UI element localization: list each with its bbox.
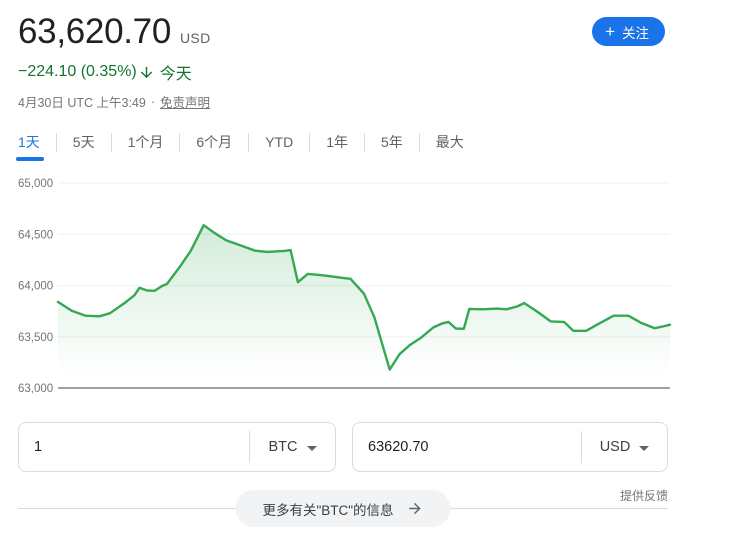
chevron-down-icon [306,445,317,451]
tab-5y[interactable]: 5年 [365,130,419,154]
price-area-fill [58,225,670,388]
tab-6m[interactable]: 6个月 [180,130,248,154]
price-chart-area: 65,000 64,500 64,000 63,500 63,000 [0,170,736,402]
converter-to-box: USD [352,422,668,472]
tab-label: 5年 [380,134,403,150]
from-unit-select[interactable]: BTC [250,423,335,471]
tab-divider [55,132,57,152]
y-axis-tick-label: 64,000 [18,281,53,293]
converter-from-box: BTC [18,422,336,472]
tab-label: 1个月 [127,134,164,150]
tab-ytd[interactable]: YTD [249,130,309,154]
plus-icon: + [605,21,615,41]
y-axis-tick-label: 63,500 [18,332,53,344]
tab-divider [363,132,365,152]
tab-1d[interactable]: 1天 [16,130,56,161]
price-currency: USD [180,30,211,46]
tab-1m[interactable]: 1个月 [112,130,180,154]
follow-button-label: 关注 [622,25,649,41]
y-axis-tick-label: 64,500 [18,229,53,241]
arrow-down-icon [140,66,152,78]
tab-divider [309,132,311,152]
timestamp-row: 4月30日 UTC 上午3:49 · 免责声明 [18,92,210,111]
more-info-button[interactable]: 更多有关"BTC"的信息 [235,490,451,527]
change-period-label: 今天 [159,66,192,83]
price-header: 63,620.70 USD [18,10,210,54]
tab-label: 1年 [326,134,348,150]
more-info-label: 更多有关"BTC"的信息 [262,502,394,518]
y-axis-tick-label: 63,000 [18,383,53,395]
tab-divider [418,132,420,152]
chevron-down-icon [639,445,650,451]
arrow-forward-icon [409,502,421,515]
time-range-tabs: 1天 5天 1个月 6个月 YTD 1年 5年 最大 [16,130,480,161]
to-amount-input[interactable] [353,423,581,471]
vertical-divider [249,431,250,463]
tab-divider [179,132,181,152]
tab-label: 6个月 [196,134,233,150]
tab-1y[interactable]: 1年 [310,130,364,154]
follow-button[interactable]: + 关注 [592,17,665,46]
dot-separator: · [150,94,155,109]
from-unit-label: BTC [268,439,298,455]
disclaimer-link[interactable]: 免责声明 [160,96,211,110]
tab-label: 最大 [435,134,464,150]
tab-divider [110,132,112,152]
timestamp: 4月30日 UTC 上午3:49 [18,96,146,110]
tab-divider [248,132,250,152]
to-unit-label: USD [599,439,631,455]
from-amount-input[interactable] [19,423,249,471]
tab-max[interactable]: 最大 [420,130,480,154]
price-change-row: −224.10 (0.35%) 今天 [18,60,192,84]
tab-5d[interactable]: 5天 [57,130,111,154]
price-line [56,224,672,371]
tab-label: 5天 [72,134,95,150]
y-axis-tick-label: 65,000 [18,178,53,190]
feedback-link[interactable]: 提供反馈 [619,489,668,503]
price-change-value: −224.10 (0.35%) [18,63,137,80]
vertical-divider [581,431,582,463]
tab-label: 1天 [18,134,40,150]
tab-label: YTD [265,134,294,150]
price-value: 63,620.70 [18,12,172,51]
to-unit-select[interactable]: USD [582,423,667,471]
price-chart[interactable]: 65,000 64,500 64,000 63,500 63,000 [0,170,736,402]
